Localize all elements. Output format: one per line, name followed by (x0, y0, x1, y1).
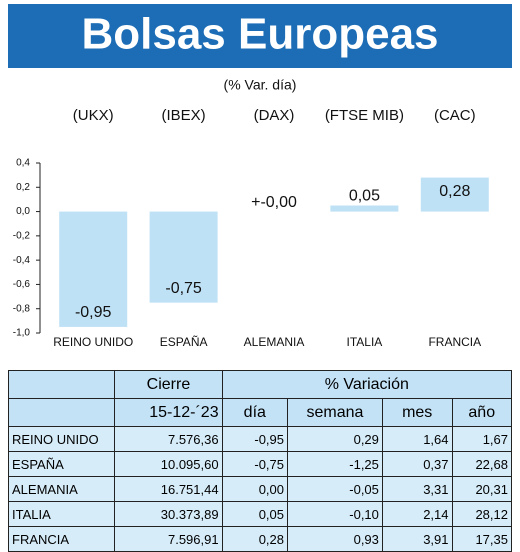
table-cell: año (451, 398, 512, 427)
index-label: (UKX) (73, 107, 114, 124)
index-label: (FTSE MIB) (325, 107, 404, 124)
data-table: Cierre% Variación 15-12-´23 día semana mes añ… (7, 370, 513, 552)
table-cell: 0,93 (287, 526, 383, 552)
bar (420, 177, 489, 212)
table-cell (7, 398, 116, 427)
table-cell: 20,31 (451, 476, 512, 502)
table-row: 15-12-´23 día semana mes año (7, 398, 512, 427)
table-cell: 3,91 (381, 526, 453, 552)
table-cell (7, 370, 116, 399)
table-cell: REINO UNIDO (7, 426, 116, 452)
table-cell: 17,35 (451, 526, 512, 552)
table-cell: día (221, 398, 289, 427)
y-tick-label: 0,0 (16, 206, 30, 217)
table-cell: -0,75 (221, 451, 289, 477)
y-tick-label: -0,4 (13, 255, 31, 266)
table-cell: ITALIA (7, 501, 116, 527)
index-label: (DAX) (254, 107, 295, 124)
table-cell: -0,10 (287, 501, 383, 527)
title-banner (8, 4, 512, 68)
y-tick-label: 0,4 (16, 158, 30, 169)
index-label: (IBEX) (162, 107, 206, 124)
table-cell: 10.095,60 (114, 451, 223, 477)
table-cell: 0,29 (287, 426, 383, 452)
table-cell: 7.576,36 (114, 426, 223, 452)
value-label: 0,05 (349, 188, 380, 205)
table-cell: % Variación (221, 370, 513, 399)
table-cell: 3,31 (381, 476, 453, 502)
x-tick-label: ITALIA (347, 335, 383, 349)
table-cell: semana (287, 398, 383, 427)
table-cell: 0,05 (221, 501, 289, 527)
chart-title: Bolsas Europeas (81, 10, 438, 59)
table-row: FRANCIA 7.596,91 0,28 0,93 3,91 17,35 (7, 526, 512, 552)
table-cell: Cierre (114, 370, 223, 399)
x-tick-label: ALEMANIA (244, 335, 305, 349)
value-label: -0,95 (75, 304, 112, 321)
chart: Bolsas Europeas (% Var. día) 0,4 0,2 0,0 -0… (8, 4, 512, 349)
table-row: REINO UNIDO 7.576,36 -0,95 0,29 1,64 1,67 (7, 426, 512, 452)
x-tick-label: FRANCIA (428, 335, 481, 349)
table-cell: FRANCIA (7, 526, 116, 552)
table-cell: 0,00 (221, 476, 289, 502)
table-cell: mes (381, 398, 453, 427)
value-label: +-0,00 (251, 194, 297, 211)
index-label: (CAC) (434, 107, 476, 124)
bar (59, 211, 128, 327)
table-cell: 2,14 (381, 501, 453, 527)
value-label: -0,75 (165, 280, 202, 297)
table-row: Cierre% Variación (7, 370, 513, 399)
chart-subtitle: (% Var. día) (224, 77, 297, 93)
table-row: ITALIA 30.373,89 0,05 -0,10 2,14 28,12 (7, 501, 512, 527)
x-tick-label: REINO UNIDO (53, 335, 133, 349)
value-label: 0,28 (439, 183, 470, 200)
y-tick-label: 0,2 (16, 182, 30, 193)
y-tick-label: -0,8 (13, 303, 31, 314)
table-cell: ESPAÑA (7, 451, 116, 477)
y-tick-label: -0,6 (13, 279, 31, 290)
table-row: ESPAÑA 10.095,60 -0,75 -1,25 0,37 22,68 (7, 451, 512, 477)
table-cell: 15-12-´23 (114, 398, 223, 427)
table-cell: 1,67 (451, 426, 512, 452)
x-tick-label: ESPAÑA (160, 335, 208, 349)
table-cell: -0,95 (221, 426, 289, 452)
table-cell: 22,68 (451, 451, 512, 477)
table-cell: 16.751,44 (114, 476, 223, 502)
table-cell: 0,28 (221, 526, 289, 552)
table-cell: 30.373,89 (114, 501, 223, 527)
table-cell: -1,25 (287, 451, 383, 477)
bar (149, 211, 218, 303)
table-cell: ALEMANIA (7, 476, 116, 502)
table-cell: -0,05 (287, 476, 383, 502)
table-cell: 28,12 (451, 501, 512, 527)
table-row: ALEMANIA 16.751,44 0,00 -0,05 3,31 20,31 (7, 476, 512, 502)
y-tick-label: -0,2 (13, 230, 31, 241)
table-cell: 1,64 (381, 426, 453, 452)
y-tick-label: -1,0 (13, 328, 31, 339)
bar (330, 205, 399, 212)
table-cell: 7.596,91 (114, 526, 223, 552)
table-cell: 0,37 (381, 451, 453, 477)
